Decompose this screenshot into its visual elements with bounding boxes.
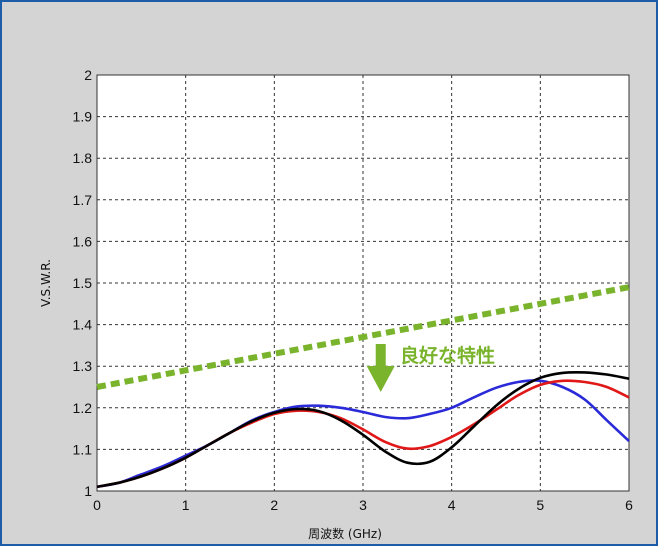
y-tick-label: 1.6 (73, 233, 93, 249)
y-tick-label: 1.9 (73, 109, 93, 125)
arrow-head (366, 366, 395, 392)
series-line (96, 370, 630, 489)
threshold-dashed-line (96, 284, 630, 390)
y-tick-label: 2 (84, 67, 92, 83)
threshold-line (96, 284, 630, 390)
x-tick-label: 3 (359, 497, 367, 513)
x-tick-label: 1 (182, 497, 190, 513)
annotation-label: 良好な特性 (400, 344, 495, 367)
y-tick-label: 1.4 (73, 317, 93, 333)
x-tick-label: 0 (93, 497, 101, 513)
tick-labels: 0 1 2 3 4 5 611.11.21.31.41.51.61.71.81.92 (73, 67, 634, 513)
y-tick-label: 1.5 (73, 275, 93, 291)
y-tick-label: 1.2 (73, 400, 93, 416)
x-tick-label: 4 (448, 497, 456, 513)
y-axis-label: V.S.W.R. (39, 259, 53, 307)
x-tick-label: 2 (270, 497, 278, 513)
y-tick-label: 1.8 (73, 150, 93, 166)
y-tick-label: 1.3 (73, 358, 93, 374)
x-tick-label: 5 (536, 497, 544, 513)
y-tick-label: 1.7 (73, 192, 93, 208)
arrow-shaft (375, 344, 386, 368)
x-tick-label: 6 (625, 497, 633, 513)
y-tick-label: 1 (84, 483, 92, 499)
down-arrow-icon (366, 344, 395, 392)
y-tick-label: 1.1 (73, 441, 93, 457)
series-line (96, 379, 630, 489)
series-lines (96, 370, 630, 489)
x-axis-label: 周波数 (GHz) (308, 526, 382, 541)
grid (97, 75, 629, 491)
